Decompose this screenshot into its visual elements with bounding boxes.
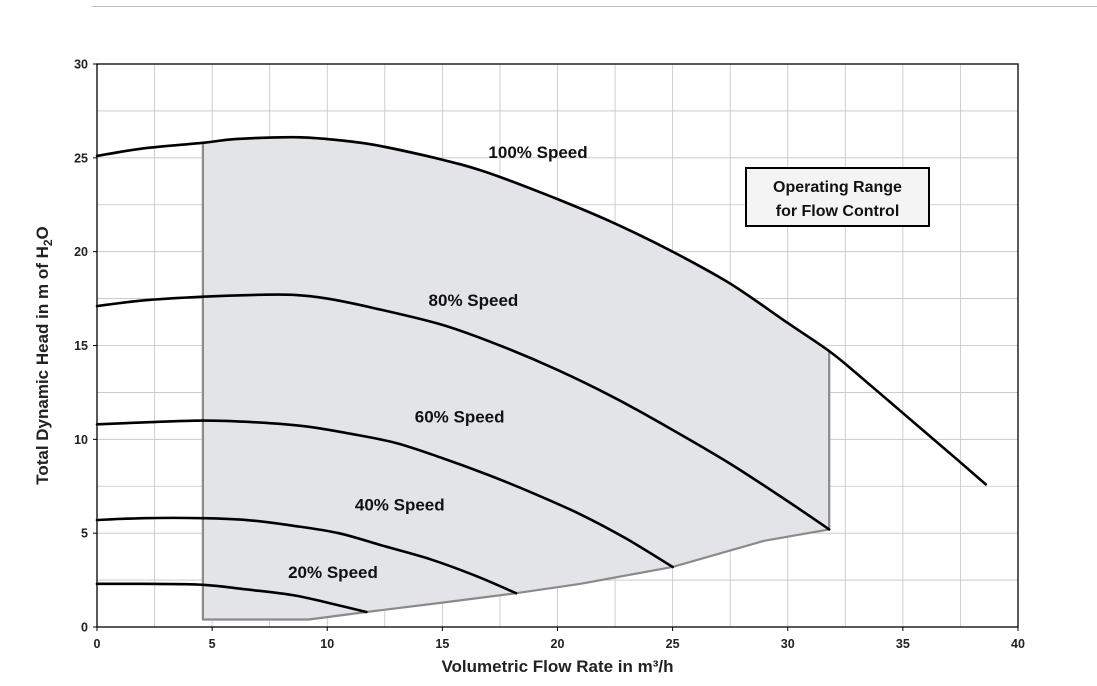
curve-80-percent-speed xyxy=(95,293,831,531)
y-tick-label: 15 xyxy=(74,339,88,353)
curve-40-percent-speed xyxy=(95,516,518,595)
y-tick-label: 20 xyxy=(74,245,88,259)
y-axis-label-main: Total Dynamic Head in m of H xyxy=(33,246,52,485)
y-axis-label-subscript: 2 xyxy=(41,239,55,246)
series-label-80-percent-speed: 80% Speed xyxy=(429,291,519,310)
y-tick-label: 5 xyxy=(81,527,88,541)
axis-ticks: 0 5 10 15 20 25 30 35 40 0 5 10 15 20 25 30 xyxy=(74,58,1025,652)
note-line-1: Operating Range xyxy=(773,179,902,196)
speed-curves xyxy=(95,135,988,614)
x-tick-label: 40 xyxy=(1011,637,1025,651)
series-labels: 100% Speed 80% Speed 60% Speed 40% Speed 20%… xyxy=(288,143,588,582)
operating-range-note: Operating Range for Flow Control xyxy=(745,167,930,227)
series-label-40-percent-speed: 40% Speed xyxy=(355,496,445,515)
y-tick-label: 0 xyxy=(81,621,88,635)
x-tick-label: 35 xyxy=(896,637,910,651)
note-box-frame xyxy=(745,167,930,227)
top-rule xyxy=(92,6,1097,7)
y-tick-label: 30 xyxy=(74,58,88,72)
x-tick-label: 15 xyxy=(435,637,449,651)
curve-100-percent-speed xyxy=(95,135,988,486)
x-tick-label: 25 xyxy=(666,637,680,651)
x-tick-label: 0 xyxy=(94,637,101,651)
x-tick-label: 30 xyxy=(781,637,795,651)
x-axis-label: Volumetric Flow Rate in m³/h xyxy=(441,657,673,676)
curve-60-percent-speed xyxy=(95,419,674,569)
x-tick-label: 5 xyxy=(209,637,216,651)
y-tick-label: 25 xyxy=(74,151,88,165)
note-line-2: for Flow Control xyxy=(776,203,900,220)
series-label-100-percent-speed: 100% Speed xyxy=(488,143,587,162)
curve-20-percent-speed xyxy=(95,582,368,614)
y-axis-label-tail: O xyxy=(33,226,52,239)
y-axis-label: Total Dynamic Head in m of H2O xyxy=(33,226,55,485)
y-tick-label: 10 xyxy=(74,433,88,447)
series-label-20-percent-speed: 20% Speed xyxy=(288,563,378,582)
x-tick-label: 20 xyxy=(551,637,565,651)
operating-range-region xyxy=(201,136,831,621)
series-label-60-percent-speed: 60% Speed xyxy=(415,407,505,426)
x-tick-label: 10 xyxy=(320,637,334,651)
